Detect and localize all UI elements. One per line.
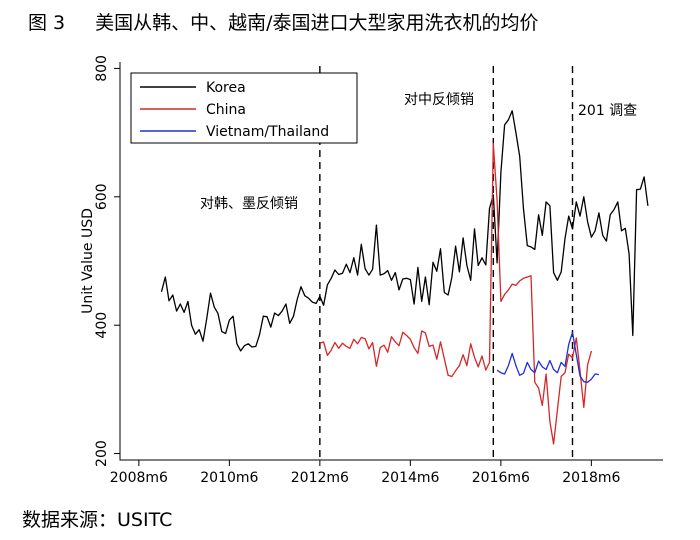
y-tick-label: 800 — [94, 55, 110, 82]
y-tick-label: 400 — [94, 312, 110, 339]
x-tick-label: 2012m6 — [291, 470, 349, 486]
x-tick-label: 2008m6 — [110, 470, 168, 486]
y-tick-label: 200 — [94, 440, 110, 467]
series-line-china — [319, 142, 593, 445]
annotation-label: 对韩、墨反倾销 — [200, 196, 298, 212]
legend-label: China — [206, 102, 246, 118]
data-source: 数据来源：USITC — [22, 509, 173, 531]
y-axis-label: Unit Value USD — [80, 208, 96, 314]
x-tick-label: 2016m6 — [472, 470, 530, 486]
series-line-vietnam-thailand — [496, 331, 600, 383]
figure-number: 图 3 — [28, 12, 66, 34]
series-line-korea — [160, 110, 649, 352]
x-tick-label: 2010m6 — [200, 470, 258, 486]
annotation-label: 对中反倾销 — [404, 92, 474, 108]
figure-title: 图 3 美国从韩、中、越南/泰国进口大型家用洗衣机的均价 — [28, 8, 539, 35]
y-tick-label: 600 — [94, 183, 110, 210]
axis-frame — [119, 62, 663, 461]
annotation-label: 201 调查 — [578, 103, 637, 119]
legend-label: Vietnam/Thailand — [206, 124, 329, 140]
figure-title-text: 美国从韩、中、越南/泰国进口大型家用洗衣机的均价 — [95, 12, 539, 34]
x-tick-label: 2014m6 — [381, 470, 439, 486]
x-tick-label: 2018m6 — [562, 470, 620, 486]
legend-label: Korea — [206, 80, 246, 96]
